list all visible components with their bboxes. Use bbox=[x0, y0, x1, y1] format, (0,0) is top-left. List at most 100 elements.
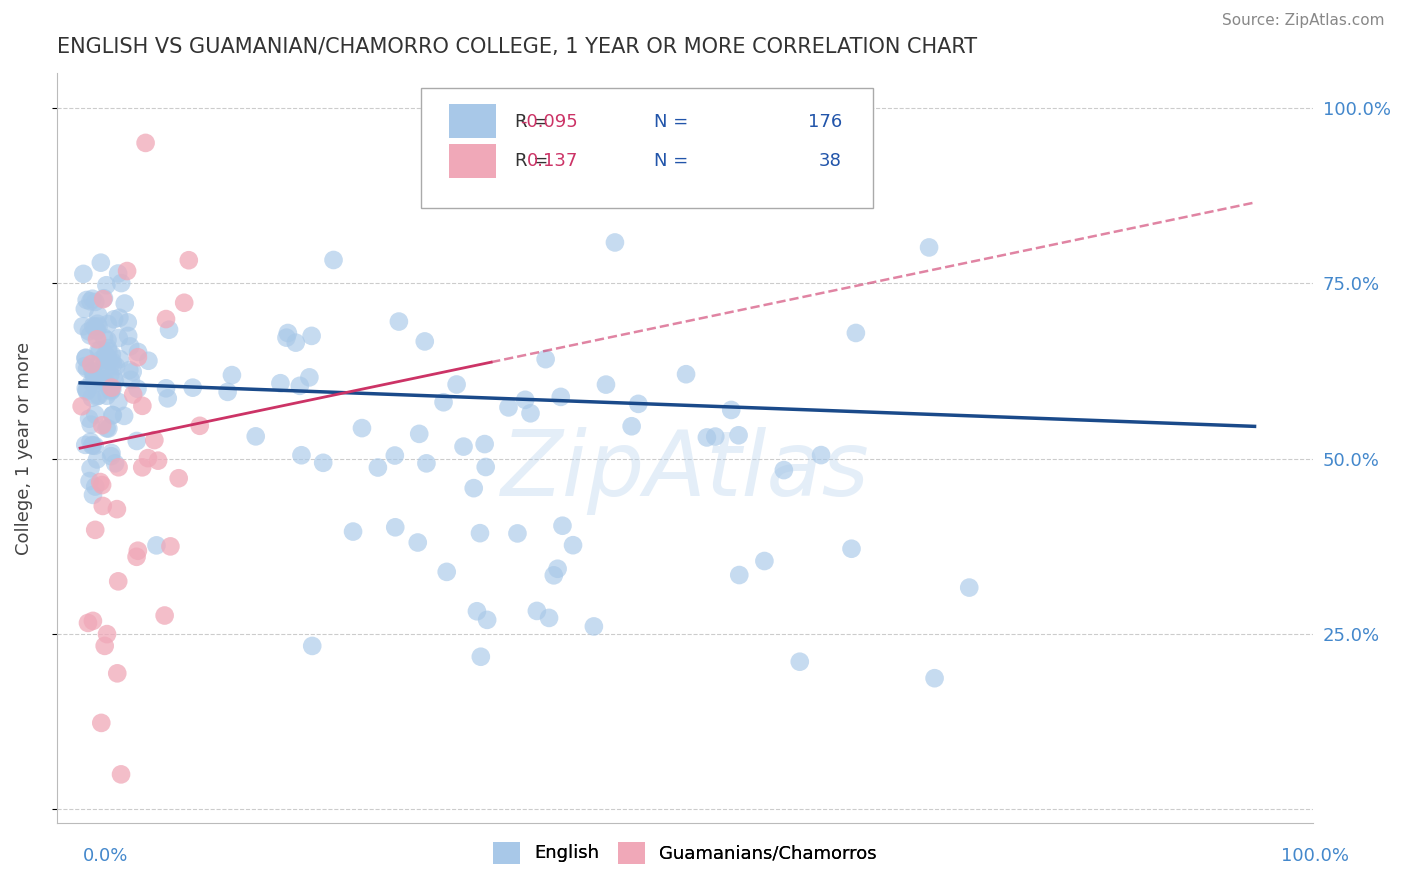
Point bbox=[94, 347, 117, 361]
Point bbox=[155, 312, 177, 326]
Point bbox=[627, 397, 650, 411]
Point bbox=[288, 379, 311, 393]
Point bbox=[117, 315, 139, 329]
Text: R =: R = bbox=[515, 153, 548, 170]
Point bbox=[96, 389, 118, 403]
Point bbox=[82, 438, 104, 452]
Point bbox=[103, 312, 125, 326]
Point bbox=[101, 354, 124, 368]
Point bbox=[105, 666, 128, 681]
Point bbox=[76, 361, 98, 376]
Point bbox=[80, 391, 103, 405]
Point bbox=[276, 331, 298, 345]
Point bbox=[384, 449, 406, 463]
Point bbox=[115, 264, 138, 278]
Point bbox=[91, 373, 114, 387]
Point bbox=[89, 374, 111, 388]
Point bbox=[136, 451, 159, 466]
Point bbox=[550, 390, 572, 404]
Point bbox=[551, 518, 574, 533]
Point bbox=[70, 399, 93, 413]
Point bbox=[470, 649, 492, 664]
Point bbox=[96, 350, 118, 364]
Point bbox=[138, 353, 160, 368]
Point bbox=[384, 520, 406, 534]
Point bbox=[80, 357, 103, 371]
Point bbox=[173, 295, 195, 310]
Point bbox=[301, 639, 323, 653]
Point bbox=[101, 408, 124, 422]
Point bbox=[86, 324, 108, 338]
Text: R =: R = bbox=[515, 112, 548, 130]
Point bbox=[108, 310, 131, 325]
Point bbox=[301, 329, 323, 343]
Point bbox=[127, 543, 149, 558]
Point bbox=[101, 383, 124, 397]
Point bbox=[75, 438, 97, 452]
Text: N =: N = bbox=[654, 112, 688, 130]
Point bbox=[167, 471, 190, 485]
Point bbox=[957, 581, 980, 595]
Point bbox=[515, 146, 537, 161]
Point bbox=[789, 655, 811, 669]
Point bbox=[122, 387, 145, 401]
Point bbox=[312, 456, 335, 470]
Point bbox=[506, 526, 529, 541]
Point bbox=[76, 293, 98, 307]
Point bbox=[94, 355, 117, 369]
Point bbox=[79, 328, 101, 343]
Point bbox=[97, 341, 120, 355]
Point bbox=[84, 523, 107, 537]
Point bbox=[367, 460, 389, 475]
Point bbox=[114, 296, 136, 310]
FancyBboxPatch shape bbox=[420, 87, 873, 208]
Point bbox=[188, 418, 211, 433]
Point bbox=[107, 395, 129, 409]
Point bbox=[157, 323, 180, 337]
Point bbox=[79, 474, 101, 488]
Point bbox=[82, 319, 104, 334]
Point bbox=[538, 611, 561, 625]
Point bbox=[76, 383, 98, 397]
Point bbox=[534, 352, 557, 367]
Y-axis label: College, 1 year or more: College, 1 year or more bbox=[15, 342, 32, 555]
Point bbox=[413, 334, 436, 349]
Point bbox=[728, 568, 751, 582]
Point bbox=[72, 319, 94, 334]
Point bbox=[526, 604, 548, 618]
Point bbox=[76, 384, 98, 399]
Point bbox=[91, 499, 114, 513]
Point bbox=[96, 421, 118, 435]
Point bbox=[89, 353, 111, 368]
Point bbox=[107, 267, 129, 281]
Point bbox=[474, 460, 496, 475]
Point bbox=[104, 374, 127, 388]
Point bbox=[107, 574, 129, 589]
Text: 176: 176 bbox=[808, 112, 842, 130]
FancyBboxPatch shape bbox=[449, 145, 496, 178]
Point bbox=[87, 319, 110, 334]
Point bbox=[72, 267, 94, 281]
Point bbox=[73, 359, 96, 373]
Point bbox=[82, 292, 104, 306]
Point bbox=[79, 461, 101, 475]
Point bbox=[83, 371, 105, 385]
Point bbox=[96, 333, 118, 347]
Point bbox=[77, 615, 100, 630]
Point bbox=[97, 421, 120, 435]
Point bbox=[103, 370, 125, 384]
Text: 100.0%: 100.0% bbox=[1281, 847, 1348, 864]
Point bbox=[90, 371, 112, 385]
Point bbox=[121, 365, 143, 379]
Point bbox=[156, 392, 179, 406]
Point bbox=[515, 392, 537, 407]
Point bbox=[84, 479, 107, 493]
Point bbox=[90, 255, 112, 269]
Point bbox=[97, 344, 120, 359]
Point bbox=[298, 370, 321, 384]
Point bbox=[75, 381, 97, 395]
Text: ENGLISH VS GUAMANIAN/CHAMORRO COLLEGE, 1 YEAR OR MORE CORRELATION CHART: ENGLISH VS GUAMANIAN/CHAMORRO COLLEGE, 1… bbox=[56, 37, 977, 57]
Point bbox=[93, 331, 115, 345]
Point bbox=[96, 278, 118, 293]
Point bbox=[83, 376, 105, 391]
